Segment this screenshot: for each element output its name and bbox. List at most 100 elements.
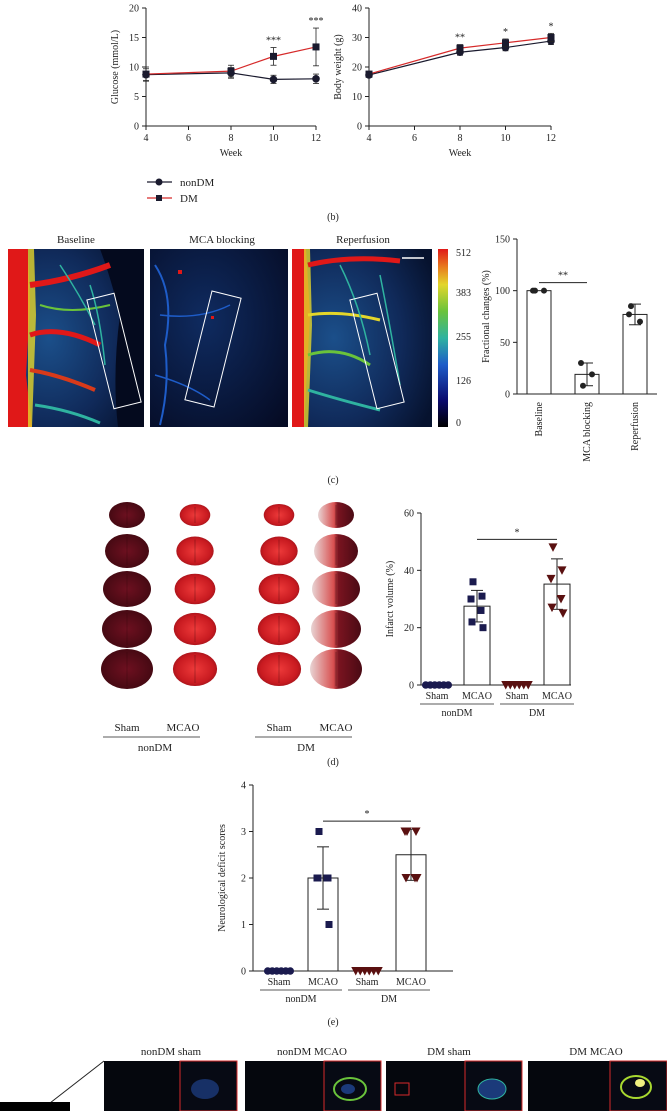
y-tick-label: 50: [500, 338, 510, 349]
micrograph-title: nonDM MCAO: [277, 1046, 347, 1058]
y-tick-label: 0: [409, 681, 414, 692]
y-tick-label: 150: [495, 235, 510, 246]
panel-label-e: (e): [327, 1017, 338, 1028]
y-tick-label: 10: [129, 63, 139, 74]
x-tick-label: Sham: [356, 977, 379, 988]
x-tick-label: MCAO: [542, 691, 572, 702]
data-point: [227, 67, 235, 75]
y-tick-label: 60: [404, 509, 414, 520]
slice-group-label: Sham: [266, 722, 292, 734]
data-point: [558, 609, 568, 618]
data-point: [578, 360, 584, 366]
legend-item-dm: DM: [147, 193, 198, 205]
infarct-volume-bar-chart: 0 20 40 60 Infarct volume (%) Sham MCAO Sham MCA…: [385, 509, 574, 719]
data-point: [142, 70, 150, 78]
x-tick-label: MCAO: [308, 977, 338, 988]
roi-box: [86, 292, 142, 410]
slice-group-title: nonDM: [138, 742, 172, 754]
colorbar-tick: 0: [456, 418, 461, 429]
significance-label: ***: [309, 16, 324, 27]
zoom-callout-line: [49, 1060, 105, 1104]
bar: [622, 313, 648, 395]
data-point: [479, 624, 487, 632]
series-line-nondm: [368, 40, 552, 76]
significance-label: ***: [266, 36, 281, 47]
micrograph-title: nonDM sham: [141, 1046, 202, 1058]
slice-group-label: Sham: [114, 722, 140, 734]
fractional-changes-bar-chart: 0 50 100 150 Fractional changes (%) Baseline M…: [481, 235, 657, 462]
x-tick-label: 10: [269, 133, 279, 144]
data-point: [467, 595, 475, 603]
panel-e: 0 1 2 3 4 Neurological deficit scores Sham MCAO…: [0, 775, 667, 1045]
y-tick-label: 0: [241, 967, 246, 978]
colorbar-tick: 383: [456, 288, 471, 299]
y-tick-label: 30: [352, 33, 362, 44]
data-point: [312, 75, 320, 83]
significance-label: **: [455, 33, 465, 44]
data-point: [541, 287, 547, 294]
panel-f-svg: nonDM sham nonDM MCAO DM sham DM MCAO: [0, 1046, 667, 1112]
x-tick-label: 8: [229, 133, 234, 144]
x-tick-label: 4: [367, 133, 372, 144]
data-point: [547, 603, 557, 613]
y-tick-label: 10: [352, 92, 362, 103]
x-tick-label: Sham: [506, 691, 529, 702]
panel-d-svg: Sham MCAO Sham MCAO nonDM DM 0 20 40 60 Infa…: [101, 502, 574, 768]
panel-label-d: (d): [327, 757, 339, 768]
colorbar-tick: 126: [456, 376, 471, 387]
micrograph-title: DM sham: [427, 1046, 471, 1058]
overview-image: [0, 1102, 70, 1111]
y-tick-label: 3: [241, 827, 246, 838]
data-point: [411, 827, 421, 836]
perfusion-image-baseline: [8, 249, 144, 427]
data-point: [557, 566, 567, 575]
y-tick-label: 20: [129, 4, 139, 15]
x-tick-label: 12: [311, 133, 321, 144]
data-point: [547, 34, 555, 41]
panel-label-c: (c): [327, 475, 338, 486]
significance-label: **: [558, 271, 568, 282]
legend-label-nondm: nonDM: [180, 177, 214, 189]
image-title-baseline: Baseline: [57, 234, 95, 246]
data-point: [589, 371, 595, 378]
data-point: [478, 592, 486, 600]
series-line-nondm: [145, 72, 317, 80]
y-tick-label: 5: [134, 92, 139, 103]
data-point: [469, 578, 477, 586]
data-point: [412, 874, 422, 883]
data-point: [270, 52, 277, 60]
y-tick-label: 1: [241, 920, 246, 931]
group-label: nonDM: [285, 994, 316, 1005]
y-axis-label: Fractional changes (%): [481, 270, 492, 363]
data-point: [530, 287, 536, 294]
y-tick-label: 0: [357, 122, 362, 133]
data-point: [523, 681, 533, 690]
panel-d: Sham MCAO Sham MCAO nonDM DM 0 20 40 60 Infa…: [0, 495, 667, 775]
image-title-mca-blocking: MCA blocking: [189, 234, 255, 246]
micrograph-dm-mcao: [528, 1060, 667, 1112]
y-tick-label: 40: [352, 4, 362, 15]
micrograph-nondm-sham: [104, 1060, 238, 1112]
roi-box: [349, 292, 405, 410]
panel-b: 0 5 10 15 20 Glucose (mmol/L) 4 6 8 10 12 Week *** **…: [0, 0, 667, 225]
data-point: [502, 39, 509, 47]
x-axis-label: Week: [449, 148, 472, 159]
brain-slice-grid: [101, 502, 362, 689]
perfusion-image-reperfusion: [292, 249, 432, 427]
image-title-reperfusion: Reperfusion: [336, 234, 390, 246]
data-point: [626, 311, 632, 318]
x-axis-label: Week: [220, 148, 243, 159]
series-line-dm: [145, 46, 317, 75]
x-tick-label: Reperfusion: [630, 402, 641, 451]
data-point: [548, 543, 558, 552]
y-tick-label: 100: [495, 286, 510, 297]
significance-label: *: [365, 809, 370, 820]
group-label: DM: [529, 708, 545, 719]
y-axis-label: Glucose (mmol/L): [110, 30, 121, 104]
data-point: [323, 874, 331, 882]
x-tick-label: 8: [458, 133, 463, 144]
data-point: [315, 828, 323, 835]
data-point: [456, 44, 464, 52]
